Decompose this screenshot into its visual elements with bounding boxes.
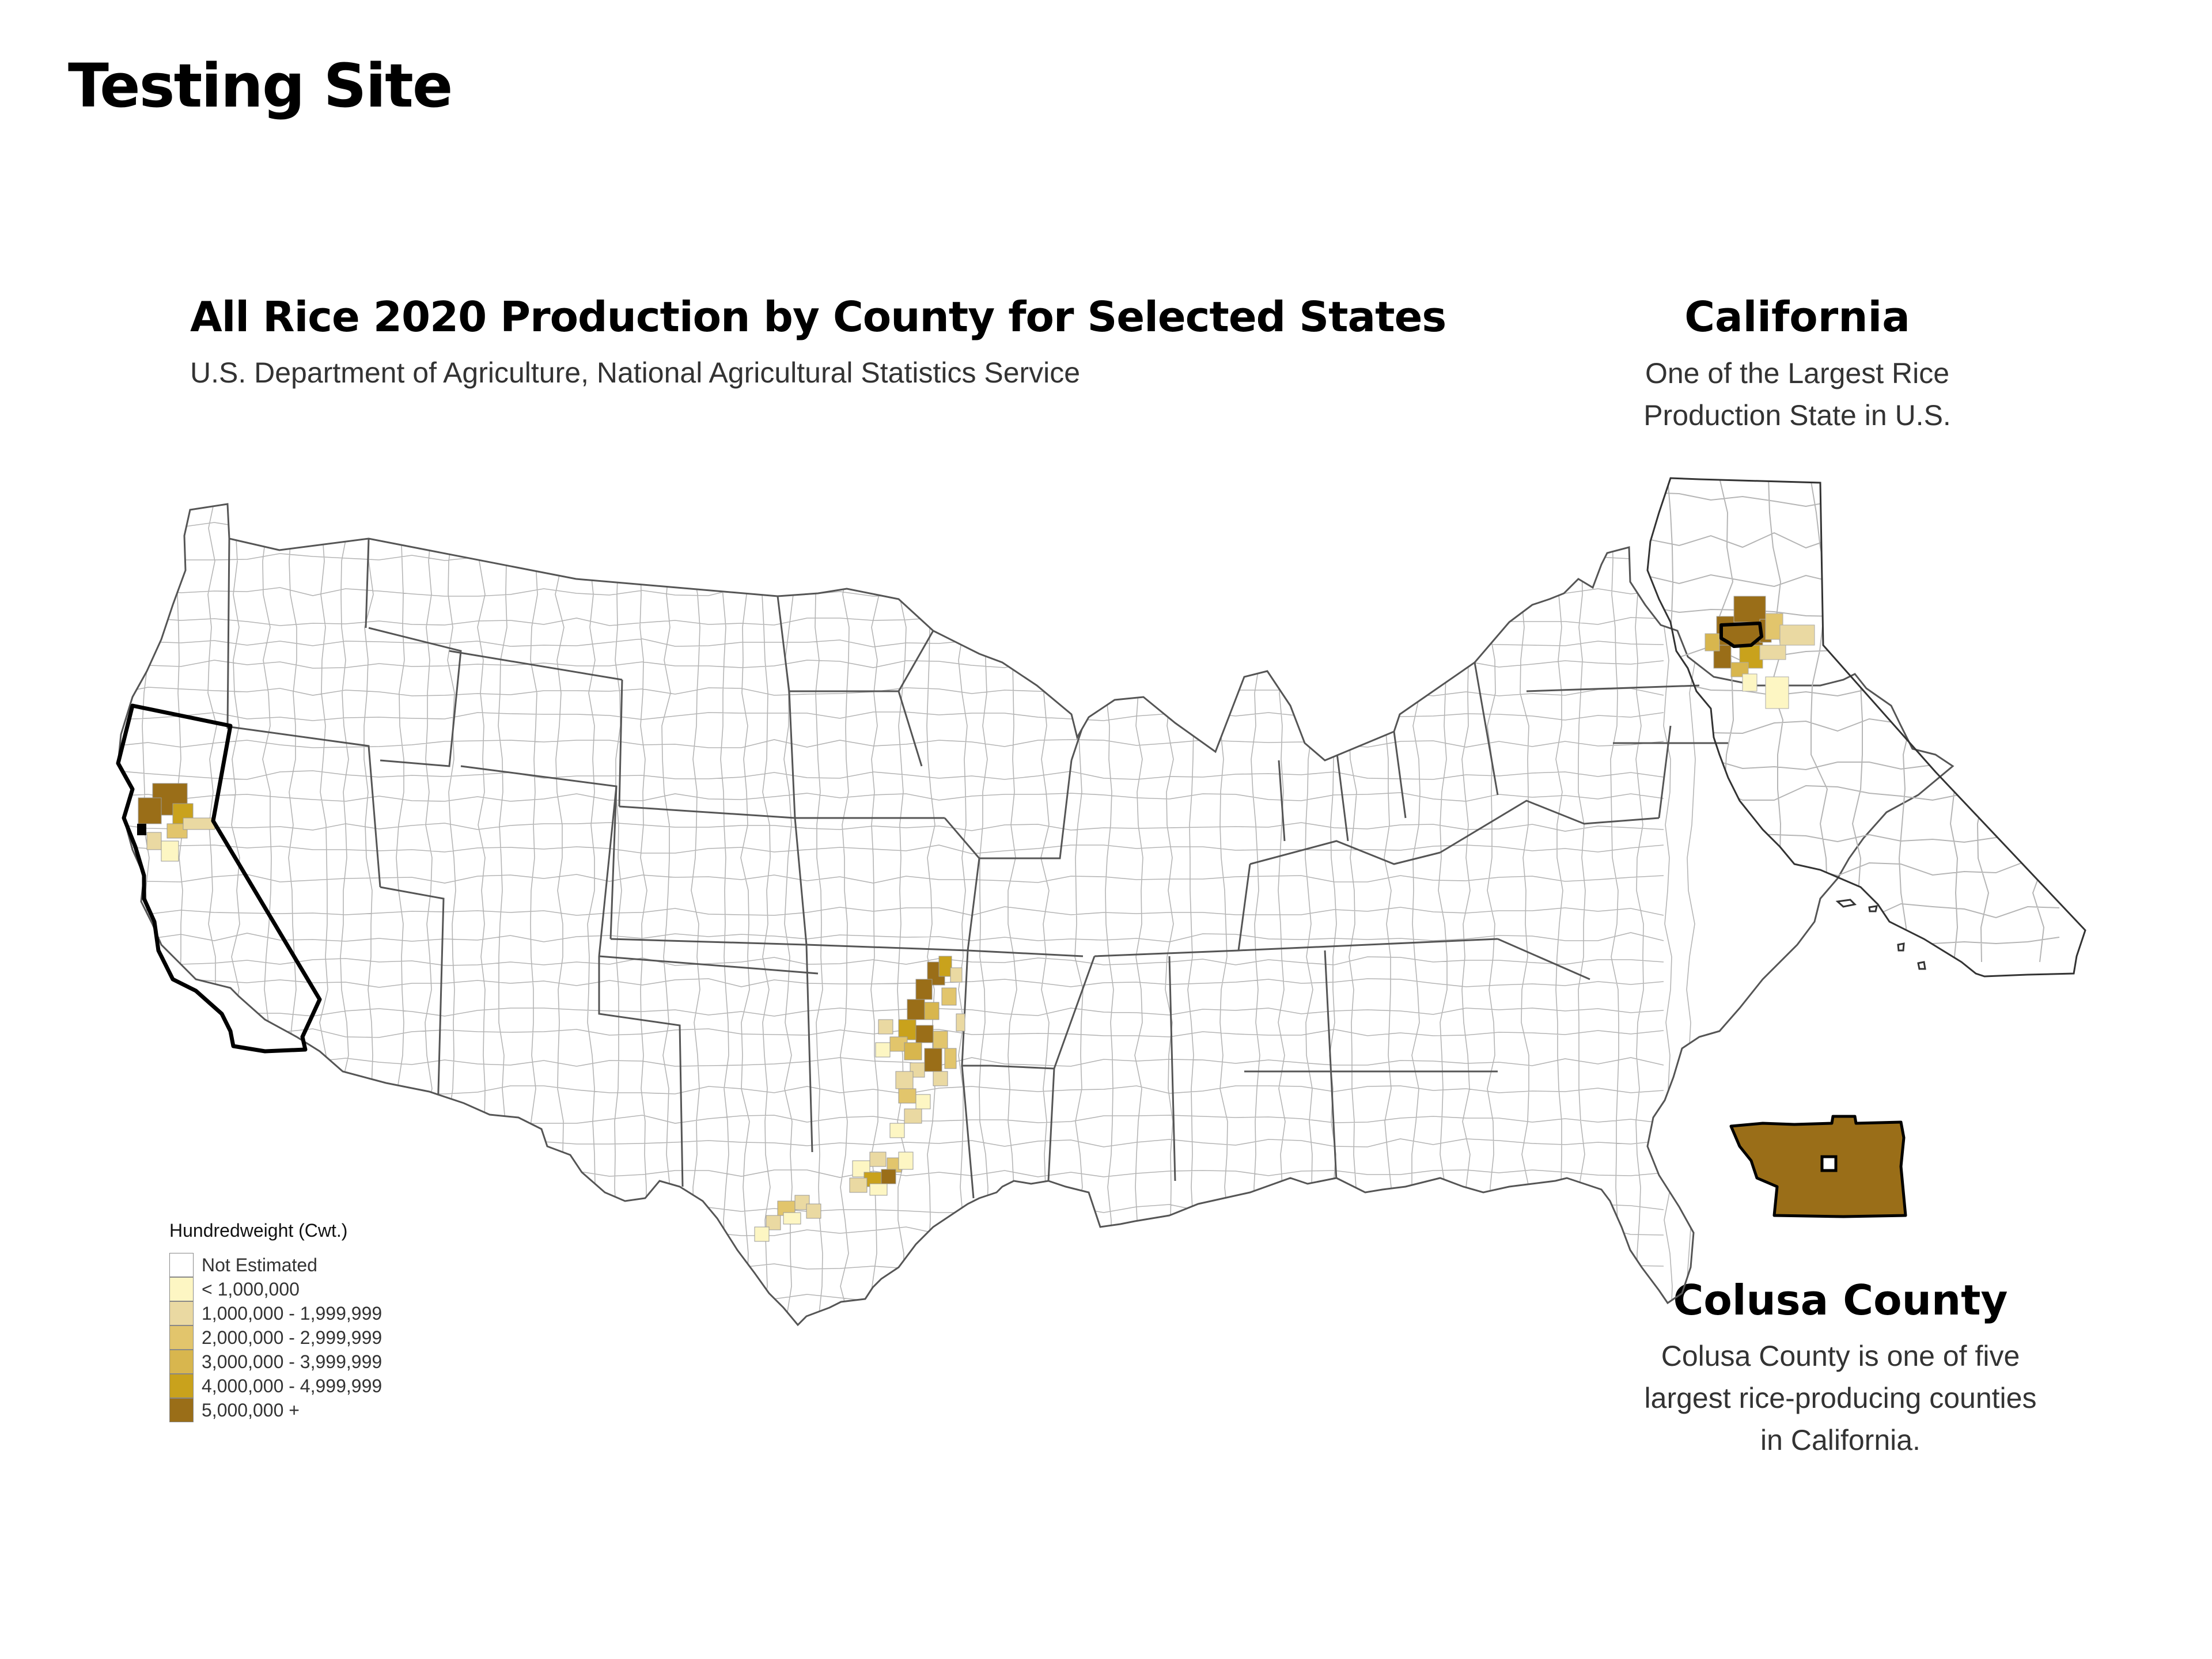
page-title: Testing Site bbox=[68, 51, 453, 121]
main-map-subtitle: U.S. Department of Agriculture, National… bbox=[190, 357, 1081, 389]
rice-county bbox=[898, 1152, 914, 1170]
rice-county bbox=[924, 1048, 942, 1072]
legend-swatch bbox=[169, 1374, 194, 1398]
legend-swatch bbox=[169, 1350, 194, 1374]
legend-title: Hundredweight (Cwt.) bbox=[169, 1220, 348, 1241]
legend-swatch bbox=[169, 1325, 194, 1350]
rice-county bbox=[915, 1094, 931, 1109]
california-inset-map bbox=[1646, 477, 2086, 978]
rice-county bbox=[869, 1152, 887, 1167]
rice-county bbox=[138, 797, 162, 824]
colusa-title: Colusa County bbox=[1673, 1276, 2008, 1324]
map-legend: Hundredweight (Cwt.) Not Estimated < 1,00… bbox=[169, 1220, 382, 1422]
rice-county bbox=[938, 956, 952, 977]
rice-county bbox=[183, 817, 215, 830]
rice-county bbox=[933, 1031, 948, 1049]
legend-swatch bbox=[169, 1301, 194, 1325]
legend-swatch bbox=[169, 1398, 194, 1422]
rice-county bbox=[889, 1123, 905, 1138]
rice-production-counties bbox=[138, 783, 965, 1242]
colusa-description-line: largest rice-producing counties bbox=[1644, 1382, 2037, 1414]
legend-items: Not Estimated < 1,000,000 1,000,000 - 1,99… bbox=[169, 1253, 382, 1422]
legend-swatch bbox=[169, 1277, 194, 1301]
legend-label: < 1,000,000 bbox=[202, 1278, 300, 1300]
rice-county bbox=[881, 1169, 896, 1184]
legend-item: 1,000,000 - 1,999,999 bbox=[169, 1301, 382, 1325]
colusa-description-line: in California. bbox=[1760, 1424, 1921, 1456]
colusa-county-shape bbox=[1729, 1115, 1907, 1218]
legend-item: Not Estimated bbox=[169, 1253, 382, 1277]
colusa-description-line: Colusa County is one of five bbox=[1661, 1340, 2020, 1372]
california-county-boundaries bbox=[1647, 478, 2085, 963]
state-boundaries bbox=[226, 538, 1728, 1199]
rice-county bbox=[944, 1048, 957, 1069]
rice-county bbox=[852, 1160, 870, 1177]
county-boundaries bbox=[118, 504, 1696, 1320]
legend-label: 4,000,000 - 4,999,999 bbox=[202, 1375, 382, 1396]
california-rice-county bbox=[1765, 676, 1789, 709]
legend-label: 5,000,000 + bbox=[202, 1399, 300, 1421]
colusa-description: Colusa County is one of five largest ric… bbox=[1590, 1335, 2091, 1461]
california-rice-county bbox=[1742, 673, 1758, 692]
california-subtitle-line: Production State in U.S. bbox=[1643, 399, 1951, 431]
rice-county bbox=[806, 1203, 821, 1219]
rice-county bbox=[904, 1042, 922, 1060]
rice-county bbox=[161, 840, 179, 862]
california-subtitle-line: One of the Largest Rice bbox=[1645, 357, 1950, 389]
rice-county bbox=[878, 1019, 893, 1035]
rice-county bbox=[875, 1042, 891, 1058]
channel-island bbox=[1835, 899, 1926, 970]
california-rice-county bbox=[1759, 645, 1786, 660]
rice-county bbox=[924, 1002, 940, 1020]
rice-county bbox=[941, 987, 957, 1006]
legend-label: Not Estimated bbox=[202, 1254, 317, 1275]
rice-county bbox=[904, 1108, 922, 1124]
california-subtitle: One of the Largest Rice Production State… bbox=[1607, 353, 1987, 437]
california-rice-county bbox=[1779, 624, 1815, 646]
legend-item: 4,000,000 - 4,999,999 bbox=[169, 1374, 382, 1398]
colusa-site-marker-icon bbox=[1820, 1155, 1838, 1172]
colusa-marker bbox=[137, 824, 146, 835]
legend-item: 5,000,000 + bbox=[169, 1398, 382, 1422]
legend-label: 3,000,000 - 3,999,999 bbox=[202, 1351, 382, 1372]
rice-county bbox=[895, 1071, 914, 1089]
rice-county bbox=[956, 1013, 965, 1032]
legend-label: 1,000,000 - 1,999,999 bbox=[202, 1302, 382, 1324]
legend-item: < 1,000,000 bbox=[169, 1277, 382, 1301]
colusa-highlight-inset bbox=[1719, 622, 1763, 648]
california-rice-county bbox=[1733, 596, 1766, 623]
rice-county bbox=[907, 999, 925, 1020]
rice-county bbox=[933, 1071, 948, 1086]
legend-item: 3,000,000 - 3,999,999 bbox=[169, 1350, 382, 1374]
rice-county bbox=[754, 1226, 770, 1242]
rice-county bbox=[849, 1177, 868, 1193]
legend-swatch bbox=[169, 1253, 194, 1277]
california-rice-county bbox=[1705, 633, 1720, 652]
legend-item: 2,000,000 - 2,999,999 bbox=[169, 1325, 382, 1350]
rice-county bbox=[898, 1088, 916, 1104]
rice-county bbox=[783, 1212, 801, 1225]
california-rice-counties bbox=[1705, 596, 1815, 709]
rice-county bbox=[915, 1025, 934, 1043]
rice-county bbox=[950, 967, 963, 983]
california-state-highlight bbox=[116, 703, 322, 1054]
rice-county bbox=[915, 979, 933, 1000]
california-title: California bbox=[1684, 293, 1910, 341]
rice-county bbox=[869, 1183, 888, 1196]
main-map-title: All Rice 2020 Production by County for S… bbox=[190, 293, 1446, 341]
legend-label: 2,000,000 - 2,999,999 bbox=[202, 1327, 382, 1348]
rice-county bbox=[146, 832, 162, 850]
